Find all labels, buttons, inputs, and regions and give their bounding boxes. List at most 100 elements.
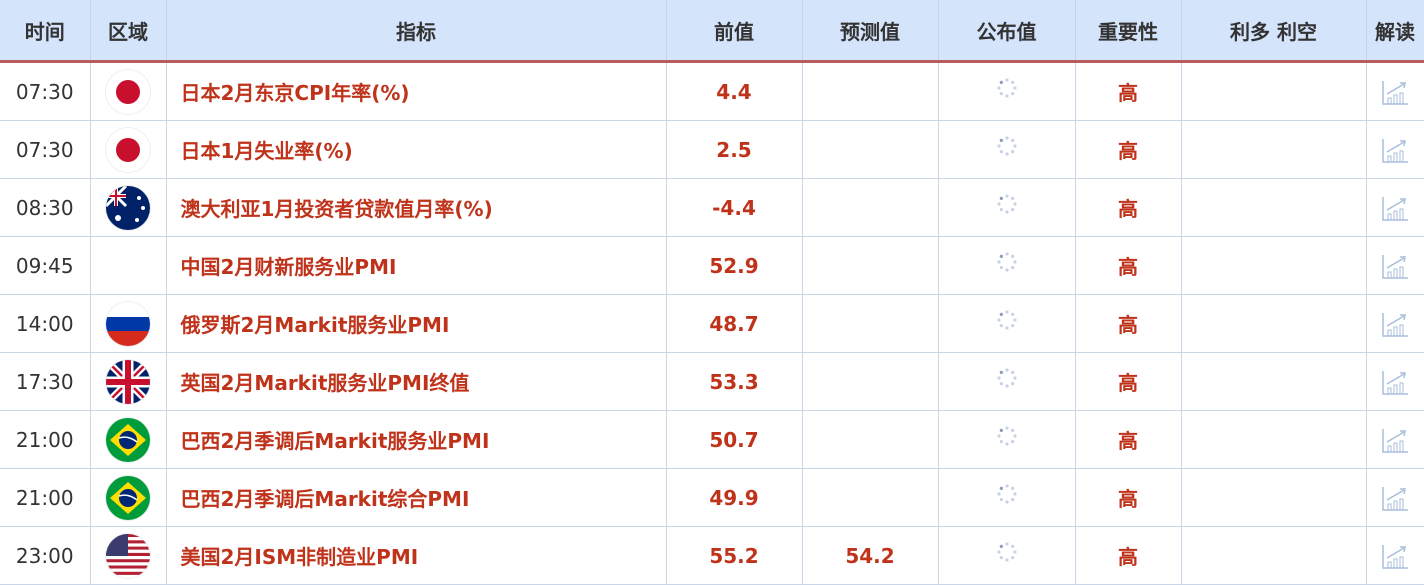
header-impact: 利多 利空 [1181, 0, 1367, 63]
indicator-link[interactable]: 中国2月财新服务业PMI [166, 236, 667, 295]
impact-cell [1181, 468, 1367, 527]
indicator-link[interactable]: 英国2月Markit服务业PMI终值 [166, 352, 667, 411]
impact-cell [1181, 236, 1367, 295]
actual-value [938, 236, 1076, 295]
analysis-cell [1366, 236, 1424, 295]
importance-value: 高 [1075, 236, 1182, 295]
indicator-link[interactable]: 日本1月失业率(%) [166, 120, 667, 179]
region-cell [90, 120, 167, 179]
table-row: 08:30 澳大利亚1月投资者贷款值月率(%) -4.4 高 [0, 178, 1424, 237]
region-cell [90, 352, 167, 411]
forecast-value [802, 120, 939, 179]
actual-value [938, 468, 1076, 527]
flag-brazil-icon [106, 417, 150, 462]
region-cell [90, 294, 167, 353]
previous-value: -4.4 [666, 178, 803, 237]
header-importance: 重要性 [1075, 0, 1182, 63]
forecast-value [802, 236, 939, 295]
actual-value [938, 178, 1076, 237]
analysis-cell [1366, 468, 1424, 527]
forecast-value [802, 410, 939, 469]
loading-spinner-icon [996, 542, 1017, 562]
chart-analysis-icon[interactable] [1380, 425, 1410, 455]
impact-cell [1181, 410, 1367, 469]
actual-value [938, 120, 1076, 179]
loading-spinner-icon [996, 136, 1017, 156]
event-time: 17:30 [0, 352, 91, 411]
indicator-link[interactable]: 巴西2月季调后Markit综合PMI [166, 468, 667, 527]
loading-spinner-icon [996, 310, 1017, 330]
previous-value: 53.3 [666, 352, 803, 411]
region-cell [90, 61, 167, 121]
chart-analysis-icon[interactable] [1380, 135, 1410, 165]
forecast-value [802, 468, 939, 527]
previous-value: 55.2 [666, 526, 803, 585]
previous-value: 50.7 [666, 410, 803, 469]
header-previous: 前值 [666, 0, 803, 63]
indicator-link[interactable]: 日本2月东京CPI年率(%) [166, 61, 667, 121]
region-cell [90, 236, 167, 295]
table-row: 21:00 巴西2月季调后Markit综合PMI 49.9 高 [0, 468, 1424, 527]
region-cell [90, 468, 167, 527]
indicator-link[interactable]: 澳大利亚1月投资者贷款值月率(%) [166, 178, 667, 237]
loading-spinner-icon [996, 78, 1017, 98]
forecast-value: 54.2 [802, 526, 939, 585]
importance-value: 高 [1075, 526, 1182, 585]
actual-value [938, 294, 1076, 353]
indicator-link[interactable]: 美国2月ISM非制造业PMI [166, 526, 667, 585]
event-time: 21:00 [0, 410, 91, 469]
indicator-link[interactable]: 巴西2月季调后Markit服务业PMI [166, 410, 667, 469]
flag-japan-icon [106, 127, 150, 172]
header-forecast: 预测值 [802, 0, 939, 63]
region-cell [90, 526, 167, 585]
importance-value: 高 [1075, 178, 1182, 237]
actual-value [938, 352, 1076, 411]
flag-brazil-icon [106, 475, 150, 520]
analysis-cell [1366, 294, 1424, 353]
analysis-cell [1366, 410, 1424, 469]
header-row: 时间 区域 指标 前值 预测值 公布值 重要性 利多 利空 解读 [0, 0, 1424, 63]
chart-analysis-icon[interactable] [1380, 193, 1410, 223]
loading-spinner-icon [996, 368, 1017, 388]
header-indicator: 指标 [166, 0, 667, 63]
event-time: 14:00 [0, 294, 91, 353]
impact-cell [1181, 294, 1367, 353]
flag-japan-icon [106, 69, 150, 114]
analysis-cell [1366, 526, 1424, 585]
actual-value [938, 410, 1076, 469]
previous-value: 52.9 [666, 236, 803, 295]
analysis-cell [1366, 352, 1424, 411]
flag-uk-icon [106, 359, 150, 404]
loading-spinner-icon [996, 252, 1017, 272]
importance-value: 高 [1075, 120, 1182, 179]
previous-value: 48.7 [666, 294, 803, 353]
table-row: 17:30 英国2月Markit服务业PMI终值 53.3 高 [0, 352, 1424, 411]
table-row: 07:30 日本1月失业率(%) 2.5 高 [0, 120, 1424, 179]
chart-analysis-icon[interactable] [1380, 367, 1410, 397]
chart-analysis-icon[interactable] [1380, 541, 1410, 571]
region-cell [90, 178, 167, 237]
forecast-value [802, 178, 939, 237]
chart-analysis-icon[interactable] [1380, 77, 1410, 107]
header-time: 时间 [0, 0, 91, 63]
event-time: 07:30 [0, 61, 91, 121]
table-row: 23:00 美国2月ISM非制造业PMI 55.2 54.2 高 [0, 526, 1424, 585]
loading-spinner-icon [996, 484, 1017, 504]
table-row: 07:30 日本2月东京CPI年率(%) 4.4 高 [0, 61, 1424, 121]
event-time: 08:30 [0, 178, 91, 237]
previous-value: 4.4 [666, 61, 803, 121]
loading-spinner-icon [996, 194, 1017, 214]
actual-value [938, 526, 1076, 585]
importance-value: 高 [1075, 61, 1182, 121]
flag-australia-icon [106, 185, 150, 230]
importance-value: 高 [1075, 410, 1182, 469]
importance-value: 高 [1075, 468, 1182, 527]
indicator-link[interactable]: 俄罗斯2月Markit服务业PMI [166, 294, 667, 353]
chart-analysis-icon[interactable] [1380, 309, 1410, 339]
forecast-value [802, 61, 939, 121]
forecast-value [802, 352, 939, 411]
header-region: 区域 [90, 0, 167, 63]
chart-analysis-icon[interactable] [1380, 483, 1410, 513]
chart-analysis-icon[interactable] [1380, 251, 1410, 281]
impact-cell [1181, 526, 1367, 585]
